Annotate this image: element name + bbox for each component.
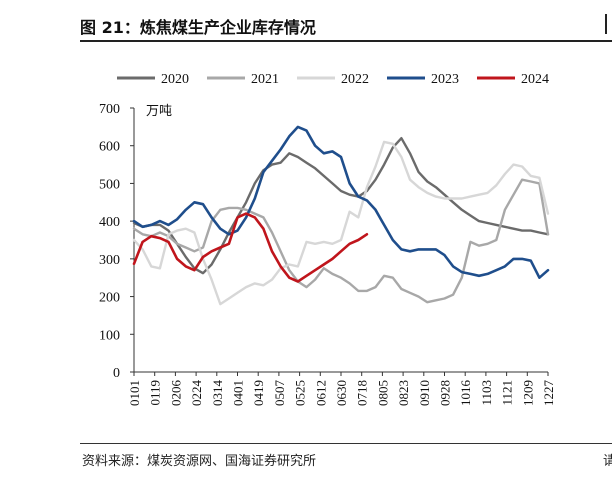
x-tick-label: 1016	[458, 380, 473, 407]
y-tick-label: 600	[99, 140, 120, 155]
x-tick-label: 0224	[189, 380, 204, 407]
x-tick-label: 0910	[417, 380, 432, 406]
x-tick-label: 0718	[355, 380, 370, 406]
chart-axes: 0 100 200 300 400 500 600 700 万吨 0101 0119 0206 0224…	[99, 102, 556, 406]
y-tick-label: 0	[113, 366, 120, 381]
y-tick-label: 500	[99, 177, 120, 192]
x-tick-label: 0314	[210, 380, 225, 407]
legend-label-2020: 2020	[161, 72, 189, 87]
x-tick-label: 1103	[479, 380, 494, 406]
x-tick-label: 1121	[500, 380, 515, 406]
x-tick-label: 0612	[313, 380, 328, 406]
y-unit-label: 万吨	[146, 104, 172, 119]
legend-label-2023: 2023	[431, 72, 459, 87]
x-tick-label: 0630	[334, 380, 349, 406]
x-tick-label: 1227	[541, 380, 556, 407]
source-note: 资料来源：煤炭资源网、国海证券研究所	[82, 454, 317, 469]
legend-label-2021: 2021	[251, 72, 279, 87]
x-tick-label: 0101	[127, 380, 142, 406]
title-rule	[80, 40, 612, 42]
x-tick-label: 0401	[231, 380, 246, 406]
x-tick-label: 0206	[168, 380, 183, 407]
y-tick-label: 400	[99, 215, 120, 230]
x-tick-label: 0419	[251, 380, 266, 406]
figure-title: 图 21：炼焦煤生产企业库存情况	[80, 18, 316, 37]
x-tick-label: 0823	[396, 380, 411, 406]
line-chart: 2020 2021 2022 2023 2024 0 100 200 300 400 500 600…	[99, 72, 556, 406]
y-tick-label: 100	[99, 328, 120, 343]
x-tick-label: 0507	[272, 380, 287, 407]
y-tick-label: 300	[99, 253, 120, 268]
x-tick-label: 0119	[148, 380, 163, 406]
x-tick-label: 0928	[438, 380, 453, 406]
series-line-2024	[132, 212, 369, 283]
chart-legend: 2020 2021 2022 2023 2024	[117, 72, 549, 87]
y-tick-label: 200	[99, 291, 120, 306]
source-rule	[80, 443, 612, 444]
page-edge-text: 请	[603, 454, 612, 469]
x-tick-label: 0525	[293, 380, 308, 406]
series-line-2020	[132, 136, 550, 275]
series-line-2023	[132, 125, 550, 279]
legend-label-2022: 2022	[341, 72, 369, 87]
y-tick-label: 700	[99, 102, 120, 117]
x-tick-label: 0805	[375, 380, 390, 406]
legend-label-2024: 2024	[521, 72, 549, 87]
series-line-2021	[132, 178, 550, 304]
chart-series	[132, 125, 550, 306]
x-tick-label: 1209	[520, 380, 535, 406]
page-edge-marker	[605, 14, 612, 34]
